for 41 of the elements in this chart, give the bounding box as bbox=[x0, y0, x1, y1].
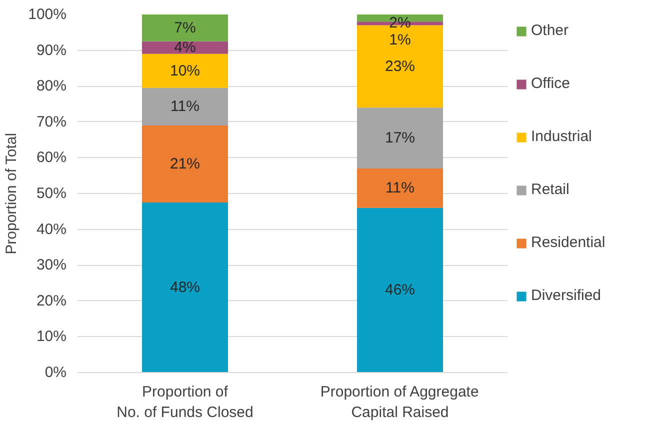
legend-label: Diversified bbox=[531, 287, 602, 304]
bar bbox=[142, 88, 228, 126]
bar bbox=[142, 41, 228, 54]
y-tick-label: 30% bbox=[36, 256, 67, 274]
bar bbox=[357, 108, 443, 168]
data-label: 17% bbox=[384, 130, 416, 147]
bar bbox=[142, 54, 228, 88]
y-tick-label: 0% bbox=[44, 364, 67, 381]
bar bbox=[142, 202, 228, 372]
y-tick-label: 10% bbox=[36, 328, 67, 346]
data-label: 23% bbox=[384, 58, 416, 75]
data-label: 10% bbox=[170, 62, 200, 80]
legend-label: Residential bbox=[531, 234, 606, 251]
bar bbox=[357, 168, 443, 208]
bar bbox=[142, 125, 228, 202]
data-label: 11% bbox=[386, 180, 414, 197]
y-axis-title: Proportion of Total bbox=[3, 132, 20, 254]
legend-label: Other bbox=[531, 22, 569, 39]
data-label: 48% bbox=[170, 278, 200, 296]
y-tick-label: 80% bbox=[36, 78, 67, 95]
y-tick-label: 100% bbox=[28, 6, 67, 23]
data-label: 2% bbox=[389, 14, 411, 32]
data-label: 1% bbox=[389, 32, 411, 48]
data-label: 11% bbox=[170, 98, 200, 116]
y-tick-label: 60% bbox=[36, 149, 67, 166]
legend-label: Retail bbox=[531, 181, 570, 198]
y-tick-label: 20% bbox=[36, 292, 67, 310]
bar bbox=[357, 208, 443, 372]
y-tick-label: 40% bbox=[36, 220, 67, 238]
legend-label: Office bbox=[531, 75, 570, 92]
data-label: 46% bbox=[384, 282, 416, 299]
x-tick-label: Proportion of No. of Funds Closed bbox=[116, 384, 254, 421]
data-label: 4% bbox=[174, 39, 196, 56]
y-tick-label: 70% bbox=[36, 113, 67, 130]
x-tick-label: Proportion of Aggregate Capital Raised bbox=[320, 384, 479, 421]
data-label: 21% bbox=[170, 155, 200, 172]
data-label: 7% bbox=[174, 19, 196, 36]
y-tick-label: 50% bbox=[36, 185, 67, 202]
bar bbox=[142, 14, 228, 42]
y-tick-label: 90% bbox=[36, 42, 67, 59]
legend-label: Industrial bbox=[531, 128, 592, 145]
